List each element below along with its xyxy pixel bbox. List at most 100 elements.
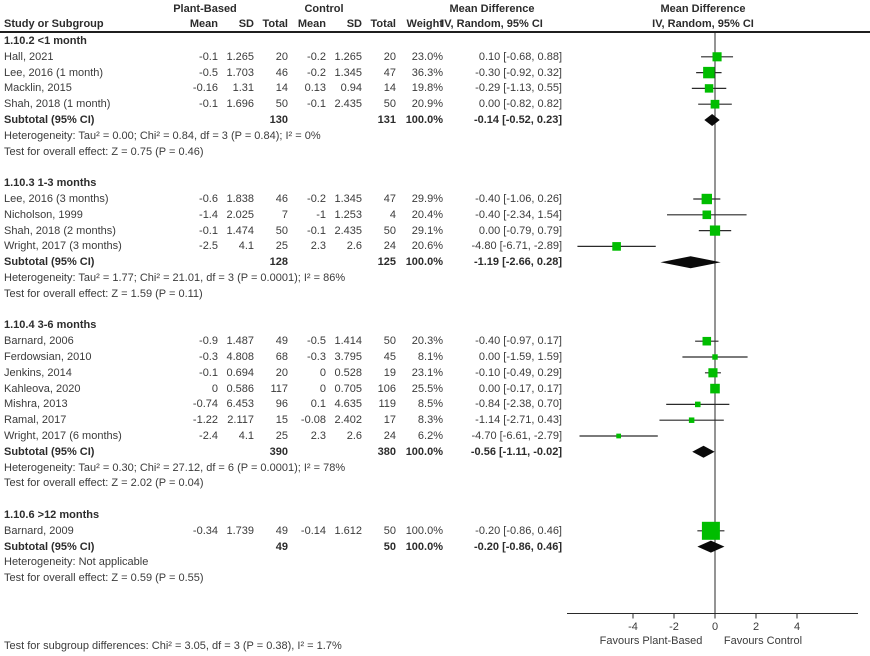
- pb-mean: -0.9: [199, 335, 218, 348]
- ci-text: -0.10 [-0.49, 0.29]: [475, 366, 562, 379]
- study-row: Ferdowsian, 2010 -0.3 4.808 68 -0.3 3.795 45 8.…: [0, 349, 870, 365]
- pb-total: 49: [275, 524, 288, 537]
- study-square-marker: [701, 521, 720, 540]
- pb-sd: 1.696: [226, 98, 254, 111]
- pb-sd: 0.586: [226, 382, 254, 395]
- heterogeneity-note: Heterogeneity: Not applicable: [4, 556, 149, 569]
- study-name: Lee, 2016 (1 month): [4, 66, 104, 79]
- study-square-marker: [704, 84, 714, 93]
- study-row: Shah, 2018 (2 months) -0.1 1.474 50 -0.1 2.43…: [0, 223, 870, 239]
- pb-total: 7: [281, 208, 288, 221]
- pb-mean: -1.4: [199, 208, 218, 221]
- pb-sd: 4.1: [238, 240, 254, 253]
- subtotal-pb-total: 130: [269, 114, 288, 126]
- c-sd: 2.435: [334, 224, 362, 237]
- subtotal-label: Subtotal (95% CI): [4, 114, 95, 126]
- weight-value: 20.4%: [411, 208, 443, 221]
- study-row: Kahleova, 2020 0 0.586 117 0 0.705 106 25.5% 0.0…: [0, 381, 870, 397]
- pb-total: 15: [275, 414, 288, 427]
- heterogeneity-row: Heterogeneity: Not applicable: [0, 554, 870, 570]
- ci-text: -0.40 [-1.06, 0.26]: [475, 193, 562, 205]
- subtotal-ci-text: -1.19 [-2.66, 0.28]: [473, 256, 562, 269]
- study-square-marker: [612, 242, 621, 251]
- c-mean: -0.1: [307, 224, 326, 237]
- c-mean: 2.3: [310, 240, 326, 253]
- pb-mean: -0.1: [199, 366, 218, 379]
- c-sd: 1.612: [334, 524, 362, 537]
- c-mean: -1: [316, 208, 326, 221]
- pb-total: 20: [275, 50, 288, 63]
- c-total: 50: [383, 335, 396, 348]
- ci-text: -0.30 [-0.92, 0.32]: [475, 66, 562, 79]
- pb-total: 14: [275, 82, 288, 95]
- subtotal-row: Subtotal (95% CI) 390 380 100.0% -0.56 [-1.1…: [0, 444, 870, 460]
- study-name: Lee, 2016 (3 months): [4, 193, 109, 205]
- c-mean: 0.1: [310, 398, 326, 411]
- c-sd: 1.253: [334, 208, 362, 221]
- weight-value: 29.9%: [411, 193, 443, 205]
- header-rule: [0, 31, 870, 33]
- ci-text: 0.00 [-0.17, 0.17]: [478, 382, 562, 395]
- heterogeneity-note: Heterogeneity: Tau² = 0.30; Chi² = 27.12…: [4, 461, 346, 474]
- c-sd: 2.435: [334, 98, 362, 111]
- pb-total: 50: [275, 224, 288, 237]
- c-sd: 2.402: [334, 414, 362, 427]
- c-total: 45: [383, 351, 396, 363]
- pb-mean: -2.4: [199, 430, 218, 442]
- pb-sd: 6.453: [226, 398, 254, 411]
- weight-value: 20.3%: [411, 335, 443, 348]
- subgroup-label: 1.10.4 3-6 months: [4, 319, 97, 332]
- weight-value: 19.8%: [411, 82, 443, 95]
- study-row: Barnard, 2006 -0.9 1.487 49 -0.5 1.414 50 20.3%…: [0, 333, 870, 349]
- weight-value: 23.1%: [411, 366, 443, 379]
- c-sd: 2.6: [346, 430, 362, 442]
- study-row: Shah, 2018 (1 month) -0.1 1.696 50 -0.1 2.435…: [0, 96, 870, 112]
- heterogeneity-row: Heterogeneity: Tau² = 1.77; Chi² = 21.01…: [0, 270, 870, 286]
- c-mean: -0.08: [300, 414, 326, 427]
- study-square-marker: [688, 417, 695, 423]
- pb-total: 68: [275, 351, 288, 363]
- study-name: Barnard, 2009: [4, 524, 74, 537]
- c-mean: 0.13: [304, 82, 326, 95]
- axis-tick-label: -4: [628, 621, 638, 633]
- study-square-marker: [703, 66, 715, 79]
- subtotal-diamond: [692, 445, 715, 458]
- pb-sd: 1.703: [226, 66, 254, 79]
- c-total: 119: [378, 398, 396, 411]
- pb-mean: 0: [211, 382, 218, 395]
- subgroup-header-row: 1.10.6 >12 months: [0, 507, 870, 523]
- weight-value: 6.2%: [417, 430, 443, 442]
- subgroup-label: 1.10.3 1-3 months: [4, 177, 97, 190]
- weight-value: 20.6%: [411, 240, 443, 253]
- c-mean: 2.3: [310, 430, 326, 442]
- c-sd: 4.635: [334, 398, 362, 411]
- overall-effect-row: Test for overall effect: Z = 1.59 (P = 0…: [0, 286, 870, 302]
- study-name: Wright, 2017 (3 months): [4, 240, 122, 253]
- pb-total: 117: [270, 382, 288, 395]
- overall-effect-note: Test for overall effect: Z = 2.02 (P = 0…: [4, 477, 204, 490]
- c-mean: -0.3: [307, 351, 326, 363]
- overall-effect-row: Test for overall effect: Z = 2.02 (P = 0…: [0, 475, 870, 491]
- subgroup-label: 1.10.2 <1 month: [4, 35, 87, 47]
- overall-effect-row: Test for overall effect: Z = 0.59 (P = 0…: [0, 570, 870, 586]
- study-name: Macklin, 2015: [4, 82, 72, 95]
- pb-total: 46: [275, 66, 288, 79]
- c-sd: 2.6: [346, 240, 362, 253]
- study-row: Mishra, 2013 -0.74 6.453 96 0.1 4.635 119 8.5% -…: [0, 396, 870, 412]
- c-sd-header: SD: [346, 18, 362, 30]
- pb-mean: -0.34: [192, 524, 218, 537]
- pb-sd: 1.31: [232, 82, 254, 95]
- study-square-marker: [712, 354, 718, 360]
- pb-mean-header: Mean: [189, 18, 218, 30]
- c-mean: -0.2: [307, 193, 326, 205]
- pb-mean: -1.22: [192, 414, 218, 427]
- pb-mean: -0.74: [192, 398, 218, 411]
- subtotal-label: Subtotal (95% CI): [4, 445, 95, 458]
- study-name: Shah, 2018 (2 months): [4, 224, 116, 237]
- weight-value: 100.0%: [405, 524, 443, 537]
- c-total: 4: [389, 208, 396, 221]
- pb-total: 49: [275, 335, 288, 348]
- pb-total-header: Total: [262, 18, 288, 30]
- study-row: Wright, 2017 (3 months) -2.5 4.1 25 2.3 2.6 24…: [0, 238, 870, 254]
- study-row: Nicholson, 1999 -1.4 2.025 7 -1 1.253 4 20.4% -0…: [0, 207, 870, 223]
